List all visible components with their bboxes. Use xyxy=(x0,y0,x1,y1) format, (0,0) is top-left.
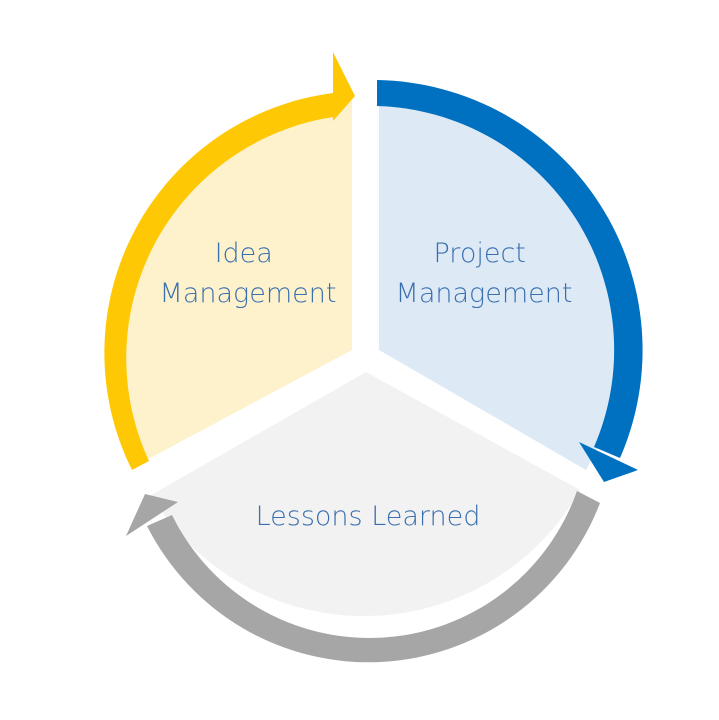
project-management-label: Project Management xyxy=(396,238,573,309)
lessons-cycle-arrow xyxy=(126,491,600,663)
project-management-segment xyxy=(379,104,618,470)
idea-management-label: Idea Management xyxy=(160,238,337,309)
lessons-learned-label: Lessons Learned xyxy=(256,501,481,532)
project-label-line-1: Project xyxy=(434,238,526,269)
idea-label-line-2: Management xyxy=(160,278,337,309)
idea-label-line-1: Idea xyxy=(215,238,273,269)
lessons-learned-segment xyxy=(151,372,580,617)
project-cycle-arrow xyxy=(377,80,643,482)
project-label-line-2: Management xyxy=(396,278,573,309)
lessons-label-line-1: Lessons Learned xyxy=(256,501,481,532)
idea-cycle-arrow xyxy=(104,52,355,470)
